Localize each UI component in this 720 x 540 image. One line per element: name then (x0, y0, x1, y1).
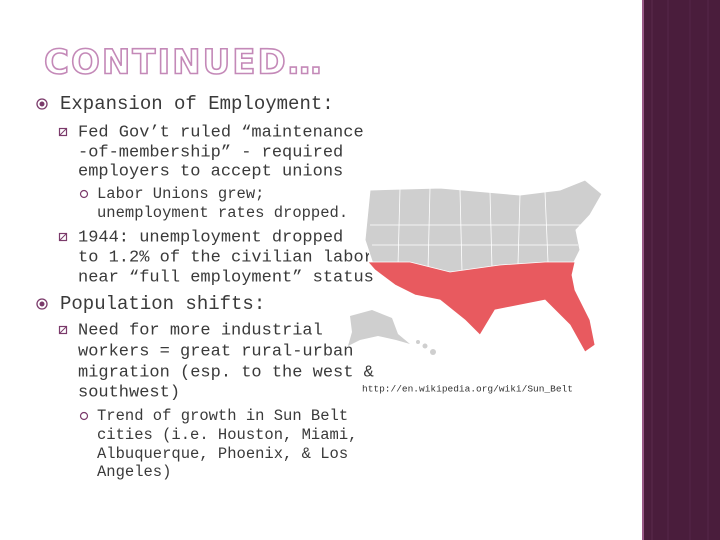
sun-belt-region (367, 261, 596, 353)
bullet-text: Angeles) (97, 463, 171, 481)
bullet-text: Trend of growth in Sun Belt (97, 407, 348, 425)
bullet-text: southwest) (78, 383, 180, 402)
bullet (39, 301, 45, 307)
bullet-text: Labor Unions grew; (97, 185, 264, 203)
bullet-text: migration (esp. to the west & (78, 363, 374, 382)
bullet (59, 128, 67, 136)
bullet (59, 233, 67, 241)
bullet (58, 325, 68, 335)
bullet-text: Albuquerque, Phoenix, & Los (97, 445, 348, 463)
bullet (79, 189, 89, 199)
image-caption: http://en.wikipedia.org/wiki/Sun_Belt (362, 384, 573, 395)
bullet-text: near “full employment” status (78, 268, 374, 287)
bullet-text: employers to accept unions (78, 162, 343, 181)
slide-title: CONTINUED… (44, 43, 324, 83)
bullet (36, 98, 48, 110)
hawaii (416, 340, 436, 355)
bullet (58, 127, 68, 137)
bullet-text: Expansion of Employment: (60, 93, 334, 115)
bullet-list: Expansion of Employment: Fed Gov’t ruled … (36, 93, 394, 481)
bullet-text: Population shifts: (60, 293, 265, 315)
bullet-text: 1944: unemployment dropped (78, 228, 343, 247)
bullet-text: workers = great rural-urban (78, 342, 353, 361)
sidebar (642, 0, 720, 540)
bullet (39, 101, 45, 107)
bullet (36, 298, 48, 310)
state-borders (370, 187, 590, 273)
alaska (348, 310, 410, 346)
bullet-text: Fed Gov’t ruled “maintenance (78, 123, 364, 142)
bullet (59, 326, 67, 334)
bullet-text: unemployment rates dropped. (97, 204, 348, 222)
bullet (58, 232, 68, 242)
bullet-text: Need for more industrial (78, 321, 323, 340)
bullet-text: -of-membership” - required (78, 143, 343, 162)
bullet-text: cities (i.e. Houston, Miami, (97, 426, 357, 444)
bullet-text: to 1.2% of the civilian labor = (78, 248, 394, 267)
map-image: http://en.wikipedia.org/wiki/Sun_Belt (348, 178, 617, 395)
bullet (79, 411, 89, 421)
